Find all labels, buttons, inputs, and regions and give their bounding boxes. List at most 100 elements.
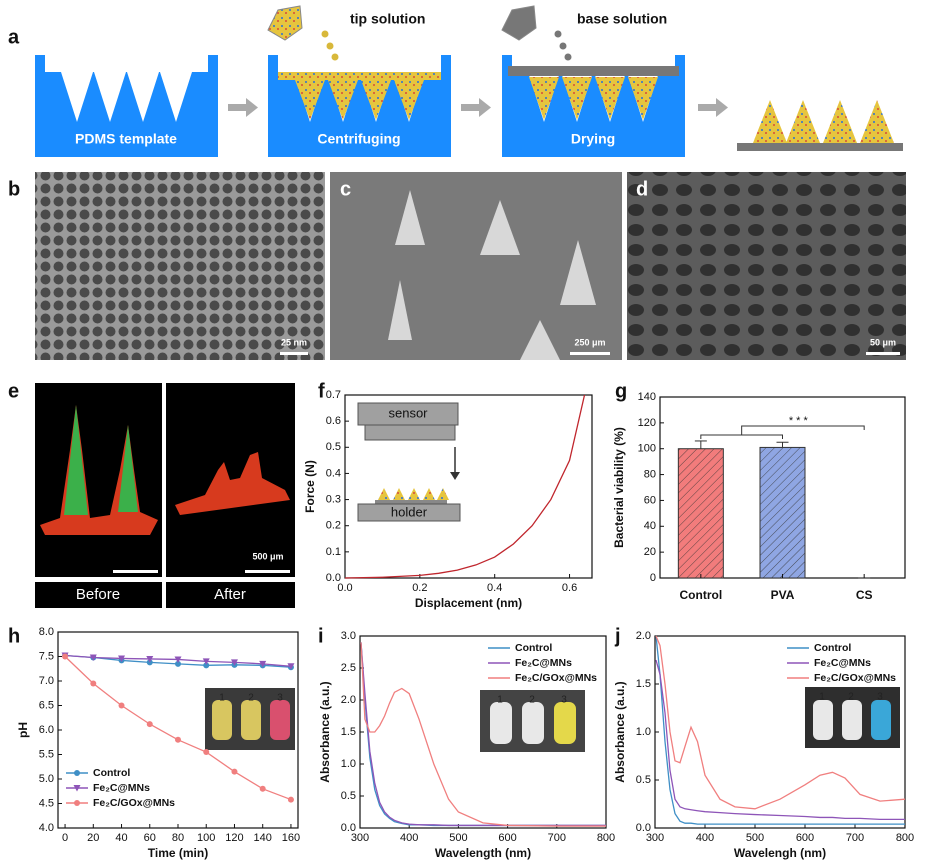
tip-fill (628, 77, 658, 120)
arrow (228, 104, 246, 111)
y-tick-label: 2.0 (636, 630, 651, 642)
y-tick-label: 7.5 (39, 650, 54, 662)
y-tick-label: 7.0 (39, 675, 54, 687)
data-line (655, 635, 905, 825)
x-tick-label: 120 (225, 832, 243, 844)
x-axis-label: Wavelength (nm) (435, 846, 531, 860)
scale-bar-label: 250 μm (574, 337, 605, 347)
y-tick-label: 0.7 (326, 389, 341, 401)
needle-after (175, 452, 290, 515)
data-marker (89, 654, 97, 661)
data-marker (146, 655, 154, 663)
x-axis-label: Displacement (nm) (415, 596, 522, 610)
caption: Before (76, 586, 120, 603)
y-tick-label: 0.3 (326, 493, 341, 505)
x-tick-label: 300 (351, 832, 369, 844)
patch-base (737, 143, 903, 151)
legend-label: Control (515, 642, 552, 654)
holder-label: holder (391, 504, 428, 519)
y-axis-label: Force (N) (303, 460, 317, 513)
x-tick-label: 0.6 (562, 582, 577, 594)
panel-label: c (340, 178, 351, 200)
panel-label: d (636, 178, 648, 200)
legend-label: Fe₂C@MNs (93, 782, 150, 794)
tube-number: 3 (277, 693, 283, 704)
microneedle (786, 100, 820, 143)
tube-number: 3 (877, 692, 883, 703)
scale-bar-label: 25 nm (281, 337, 307, 347)
y-tick-label: 0.4 (326, 467, 341, 479)
y-tick-label: 0.5 (636, 774, 651, 786)
data-line (360, 642, 606, 827)
y-tick-label: 0.5 (326, 441, 341, 453)
microneedle (860, 100, 894, 143)
tip-cup (267, 5, 303, 41)
y-tick-label: 4.0 (39, 822, 54, 834)
tube (871, 700, 891, 740)
x-tick-label: 60 (144, 832, 156, 844)
y-tick-label: 1.5 (341, 726, 356, 738)
x-tick-label: PVA (771, 588, 795, 602)
x-tick-label: Control (680, 588, 723, 602)
data-marker (230, 659, 238, 666)
y-tick-label: 2.5 (341, 662, 356, 674)
tube-number: 2 (248, 693, 254, 704)
sensor (364, 424, 456, 441)
step-label: PDMS template (75, 131, 177, 147)
x-tick-label: 300 (646, 832, 664, 844)
sensor-label: sensor (388, 405, 428, 420)
y-tick-label: 0.6 (326, 415, 341, 427)
tem-image (35, 172, 325, 360)
mold-cavity (45, 55, 208, 122)
tip-fill (394, 80, 424, 120)
y-tick-label: 0 (650, 572, 656, 584)
scale-bar (866, 352, 900, 355)
caption: After (214, 586, 246, 603)
y-tick-label: 5.0 (39, 773, 54, 785)
base-cup (501, 5, 537, 41)
tube-number: 3 (561, 695, 567, 706)
significance-label: * * * (789, 415, 809, 427)
y-tick-label: 140 (638, 391, 656, 403)
y-axis-label: Bacterial viability (%) (612, 427, 626, 548)
y-axis-label: Absorbance (a.u.) (613, 681, 627, 782)
panel-label: h (8, 625, 20, 647)
y-tick-label: 1.0 (636, 726, 651, 738)
y-tick-label: 6.5 (39, 699, 54, 711)
x-tick-label: 400 (696, 832, 714, 844)
tube-number: 1 (219, 693, 225, 704)
legend-marker (73, 785, 81, 792)
caption-box (166, 582, 295, 608)
tube (842, 700, 862, 740)
y-tick-label: 2.0 (341, 694, 356, 706)
microneedles (378, 488, 449, 500)
scale-bar (280, 352, 308, 355)
scale-bar (570, 352, 610, 355)
data-line (360, 642, 606, 827)
x-tick-label: 800 (597, 832, 615, 844)
needle-before (64, 405, 88, 515)
data-marker (90, 680, 97, 687)
panel-label: a (8, 26, 20, 48)
x-tick-label: 500 (746, 832, 764, 844)
needles (388, 190, 596, 360)
droplet (554, 30, 562, 38)
y-tick-label: 0.0 (326, 572, 341, 584)
y-tick-label: 40 (644, 520, 656, 532)
y-tick-label: 0.0 (341, 822, 356, 834)
tube (490, 702, 512, 744)
y-tick-label: 8.0 (39, 626, 54, 638)
tube (212, 700, 232, 740)
panel-label: j (614, 625, 621, 647)
y-tick-label: 60 (644, 494, 656, 506)
data-marker (202, 658, 210, 665)
data-marker (118, 702, 125, 709)
y-tick-label: 6.0 (39, 724, 54, 736)
tip-fill (562, 77, 592, 120)
base-plate (508, 66, 679, 76)
y-tick-label: 0.5 (341, 790, 356, 802)
y-tick-label: 3.0 (341, 630, 356, 642)
x-tick-label: 0.2 (412, 582, 427, 594)
droplet (326, 42, 334, 50)
y-tick-label: 1.0 (341, 758, 356, 770)
